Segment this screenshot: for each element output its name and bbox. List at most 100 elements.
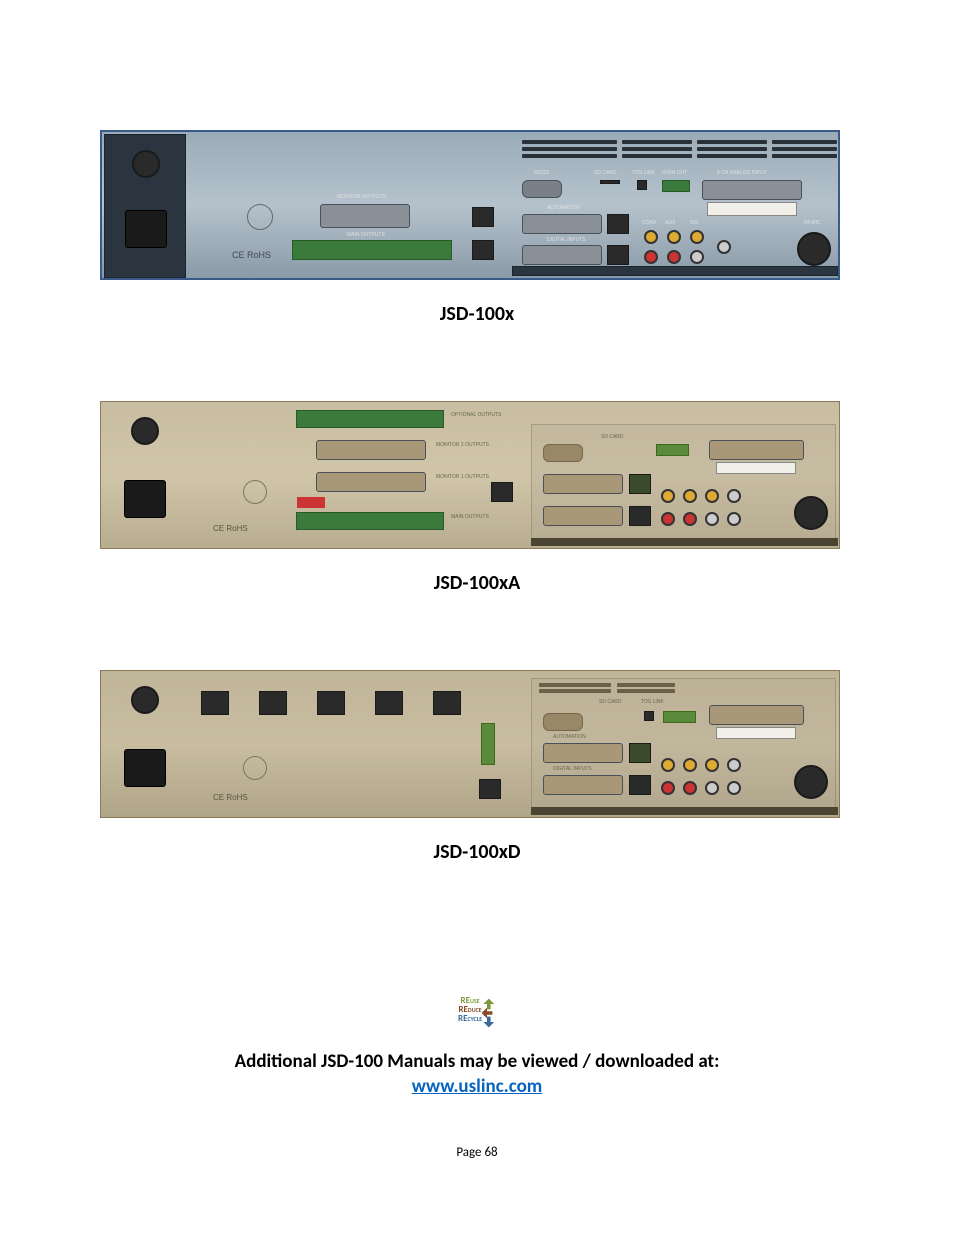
rca-d6 bbox=[683, 781, 697, 795]
rca-a3 bbox=[705, 489, 719, 503]
vent-3 bbox=[522, 154, 617, 158]
device-label-100x: JSD-100x bbox=[100, 302, 854, 326]
toslink-label: TOS LINK bbox=[632, 170, 655, 176]
rca-d5 bbox=[661, 781, 675, 795]
ul-logo-d bbox=[243, 756, 267, 780]
monitor2-outputs-label: MONITOR 2 OUTPUTS bbox=[436, 442, 489, 448]
footer-section: REUSE REDUCE RECYCLE Additional JSD-100 … bbox=[100, 994, 854, 1098]
rta-mic-port bbox=[717, 240, 731, 254]
rca-a4 bbox=[727, 489, 741, 503]
vent-2 bbox=[522, 147, 617, 151]
toslink-port-d bbox=[644, 711, 654, 721]
device-image-100xa: CE RoHS OPTIONAL OUTPUTS MONITOR 2 OUTPU… bbox=[100, 401, 840, 549]
rs232-port-d bbox=[543, 713, 583, 731]
power-inlet-d bbox=[124, 749, 166, 787]
rca-ns-1 bbox=[690, 230, 704, 244]
rca-d1 bbox=[661, 758, 675, 772]
sdcard-label-a: SD CARD bbox=[601, 434, 624, 440]
pa-mic-xlr-d bbox=[794, 765, 828, 799]
device-image-100xd: CE RoHS SD CARD TOS LINK bbox=[100, 670, 840, 818]
digital-inputs-port-a bbox=[543, 506, 623, 526]
vent-6 bbox=[622, 154, 692, 158]
automation-port-a bbox=[543, 474, 623, 494]
barcode-d bbox=[716, 727, 796, 739]
rca-a5 bbox=[661, 512, 675, 526]
vent-4 bbox=[622, 140, 692, 144]
lan-rj45-a1 bbox=[629, 474, 651, 494]
rca-a6 bbox=[683, 512, 697, 526]
left-dark-panel bbox=[104, 134, 186, 278]
power-inlet bbox=[125, 210, 167, 248]
rca-d8 bbox=[727, 781, 741, 795]
hvinout-port bbox=[662, 180, 690, 192]
digital-inputs-label: DIGITAL INPUTS bbox=[547, 237, 586, 243]
vent-1 bbox=[522, 140, 617, 144]
ce-rohs-label: CE RoHS bbox=[232, 250, 271, 260]
ul-logo bbox=[247, 204, 273, 230]
automation-label-d: AUTOMATION bbox=[553, 734, 586, 740]
hvinout-port-d bbox=[663, 711, 696, 723]
rs232-port bbox=[522, 180, 562, 198]
lan-rj45-d2 bbox=[629, 775, 651, 795]
ul-logo-a bbox=[243, 480, 267, 504]
hvinout-port-a bbox=[656, 444, 689, 456]
device-section-100x: CE RoHS MONITOR OUTPUTS MAIN OUTPUTS bbox=[100, 130, 854, 326]
optional-outputs-port bbox=[296, 410, 444, 428]
automation-label: AUTOMATION bbox=[547, 205, 580, 211]
pa-mic-xlr bbox=[797, 232, 831, 266]
vent-d4 bbox=[617, 689, 675, 693]
monitor1-outputs-label: MONITOR 1 OUTPUTS bbox=[436, 474, 489, 480]
aes-out-5 bbox=[433, 691, 461, 715]
main-outputs-label: MAIN OUTPUTS bbox=[347, 232, 385, 238]
lan-rj45-a2 bbox=[629, 506, 651, 526]
analog-input-label: 8 CH ANALOG INPUT bbox=[717, 170, 767, 176]
vent-12 bbox=[772, 154, 837, 158]
device-section-100xd: CE RoHS SD CARD TOS LINK bbox=[100, 670, 854, 864]
sdcard-label-d: SD CARD bbox=[599, 699, 622, 705]
footer-link[interactable]: www.uslinc.com bbox=[100, 1075, 854, 1098]
fuse-holder-d bbox=[131, 686, 159, 714]
rca-a8 bbox=[727, 512, 741, 526]
analog-input-port-d bbox=[709, 705, 804, 725]
sdcard-slot bbox=[600, 180, 620, 184]
vent-d2 bbox=[539, 689, 611, 693]
rca-aux-1 bbox=[667, 230, 681, 244]
barcode-a bbox=[716, 462, 796, 474]
digital-inputs-label-d: DIGITAL INPUTS bbox=[553, 766, 592, 772]
hvinout-label: HVI/N OUT bbox=[662, 170, 687, 176]
rca-a7 bbox=[705, 512, 719, 526]
rca-d7 bbox=[705, 781, 719, 795]
recycle-logo: REUSE REDUCE RECYCLE bbox=[458, 994, 496, 1032]
digital-inputs-port-d bbox=[543, 775, 623, 795]
device-label-100xd: JSD-100xD bbox=[100, 840, 854, 864]
rca-d2 bbox=[683, 758, 697, 772]
fuse-holder bbox=[132, 150, 160, 178]
coax-label: COAX bbox=[642, 220, 656, 226]
vent-d3 bbox=[617, 683, 675, 687]
page-number: Page 68 bbox=[0, 1145, 954, 1160]
fuse-holder-a bbox=[131, 417, 159, 445]
footer-heading: Additional JSD-100 Manuals may be viewed… bbox=[100, 1050, 854, 1073]
rca-d3 bbox=[705, 758, 719, 772]
automation-port-d bbox=[543, 743, 623, 763]
power-inlet-a bbox=[124, 480, 166, 518]
usl-lan-a bbox=[491, 482, 513, 502]
pa-mic-xlr-a bbox=[794, 496, 828, 530]
bottom-strip-d bbox=[531, 807, 838, 815]
rca-ns-2 bbox=[690, 250, 704, 264]
pamic-label: PA MIC bbox=[804, 220, 821, 226]
monitor1-outputs-port bbox=[316, 472, 426, 492]
vent-d1 bbox=[539, 683, 611, 687]
monitor-outputs-port bbox=[320, 204, 410, 228]
toslink-port bbox=[637, 180, 647, 190]
vent-10 bbox=[772, 140, 837, 144]
recycle-arrows-icon bbox=[478, 994, 496, 1032]
usl-rj45-1 bbox=[472, 207, 494, 227]
bottom-info-strip bbox=[512, 266, 838, 276]
main-outputs-label-a: MAIN OUTPUTS bbox=[451, 514, 489, 520]
rca-a2 bbox=[683, 489, 697, 503]
lan-rj45 bbox=[607, 214, 629, 234]
bottom-strip-a bbox=[531, 538, 838, 546]
us-lan-d bbox=[479, 779, 501, 799]
rca-coax-1 bbox=[644, 230, 658, 244]
